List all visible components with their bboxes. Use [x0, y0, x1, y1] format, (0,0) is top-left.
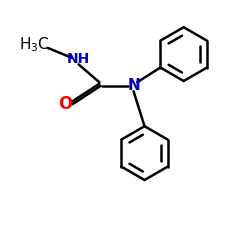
Text: NH: NH [67, 52, 90, 66]
Text: O: O [58, 95, 72, 113]
Text: $\mathregular{H_3C}$: $\mathregular{H_3C}$ [19, 35, 50, 54]
Text: N: N [127, 78, 140, 94]
